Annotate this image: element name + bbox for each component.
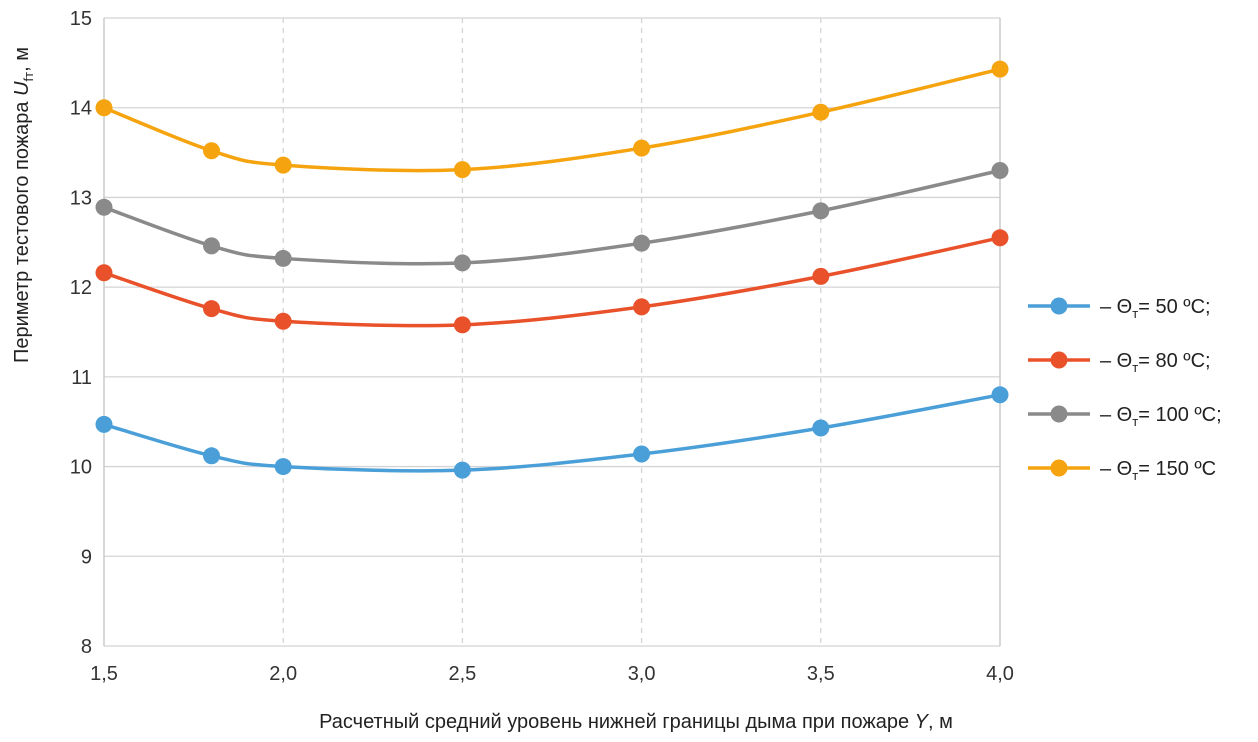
y-tick-label: 14 (70, 98, 92, 120)
x-axis-title-var: Y (915, 711, 930, 733)
series-line (103, 236, 1001, 328)
y-tick-label: 10 (70, 457, 92, 479)
data-point (812, 267, 830, 285)
data-point (274, 458, 292, 476)
data-point (812, 103, 830, 121)
x-axis-title-suffix: , м (928, 711, 953, 733)
legend-label: – Θт= 80 ºC; (1100, 350, 1211, 375)
data-point (991, 386, 1009, 404)
data-point (991, 229, 1009, 247)
data-point (633, 298, 651, 316)
data-point (95, 198, 113, 216)
x-tick-label: 4,0 (986, 663, 1014, 685)
data-point (812, 202, 830, 220)
legend-label: – Θт= 100 ºC; (1100, 404, 1222, 429)
data-point (633, 139, 651, 157)
y-tick-label: 11 (71, 367, 92, 389)
x-tick-label: 1,5 (90, 663, 118, 685)
data-point (812, 419, 830, 437)
y-axis-title-prefix: Периметр тестового пожара (11, 96, 33, 363)
x-axis-ticks: 1,5 2,0 2,5 3,0 3,5 4,0 (90, 663, 1014, 685)
grid (103, 17, 1001, 647)
x-axis-title: Расчетный средний уровень нижней границы… (319, 711, 953, 733)
legend-swatch-marker (1050, 459, 1068, 477)
series-line (103, 393, 1001, 473)
data-point (991, 162, 1009, 180)
data-point (274, 156, 292, 174)
data-point (453, 254, 471, 272)
data-point (203, 142, 221, 160)
y-tick-label: 8 (81, 636, 92, 658)
y-tick-label: 15 (70, 8, 92, 30)
y-axis-title-sub: fт (21, 72, 36, 82)
series-line (103, 168, 1001, 266)
data-point (95, 264, 113, 282)
series-3 (95, 60, 1009, 179)
legend-entry: – Θт= 50 ºC; (1028, 296, 1211, 321)
legend-swatch-marker (1050, 405, 1068, 423)
series-line (103, 67, 1001, 173)
data-point (453, 316, 471, 334)
y-axis-title: Периметр тестового пожара Ufт, м (11, 47, 36, 363)
series-2 (95, 162, 1009, 272)
x-axis-title-prefix: Расчетный средний уровень нижней границы… (319, 711, 915, 733)
x-tick-label: 2,0 (269, 663, 297, 685)
data-point (274, 249, 292, 267)
legend-swatch-marker (1050, 351, 1068, 369)
y-tick-label: 13 (70, 187, 92, 209)
data-point (95, 415, 113, 433)
legend-entry: – Θт= 100 ºC; (1028, 404, 1222, 429)
legend-entry: – Θт= 80 ºC; (1028, 350, 1211, 375)
data-point (203, 237, 221, 255)
legend-label: – Θт= 50 ºC; (1100, 296, 1211, 321)
x-tick-label: 3,0 (628, 663, 656, 685)
data-point (453, 461, 471, 479)
series-1 (95, 229, 1009, 334)
y-tick-label: 9 (81, 546, 92, 568)
data-point (274, 312, 292, 330)
data-point (633, 445, 651, 463)
series-0 (95, 386, 1009, 479)
data-point (203, 300, 221, 318)
data-point (453, 161, 471, 179)
y-axis-title-suffix: , м (11, 47, 33, 72)
y-axis-title-var: U (11, 81, 33, 96)
legend-entry: – Θт= 150 ºC (1028, 458, 1216, 483)
legend-swatch-marker (1050, 297, 1068, 315)
x-tick-label: 3,5 (807, 663, 835, 685)
y-tick-label: 12 (70, 277, 92, 299)
data-point (991, 60, 1009, 78)
x-tick-label: 2,5 (448, 663, 476, 685)
data-point (95, 99, 113, 117)
y-axis-ticks: 8 9 10 11 12 13 14 15 (70, 8, 92, 658)
legend: – Θт= 50 ºC; – Θт= 80 ºC; – Θт= 100 ºC; – Θ… (1028, 296, 1222, 483)
data-point (203, 447, 221, 465)
legend-label: – Θт= 150 ºC (1100, 458, 1216, 483)
series-layer (95, 60, 1009, 479)
data-point (633, 234, 651, 252)
